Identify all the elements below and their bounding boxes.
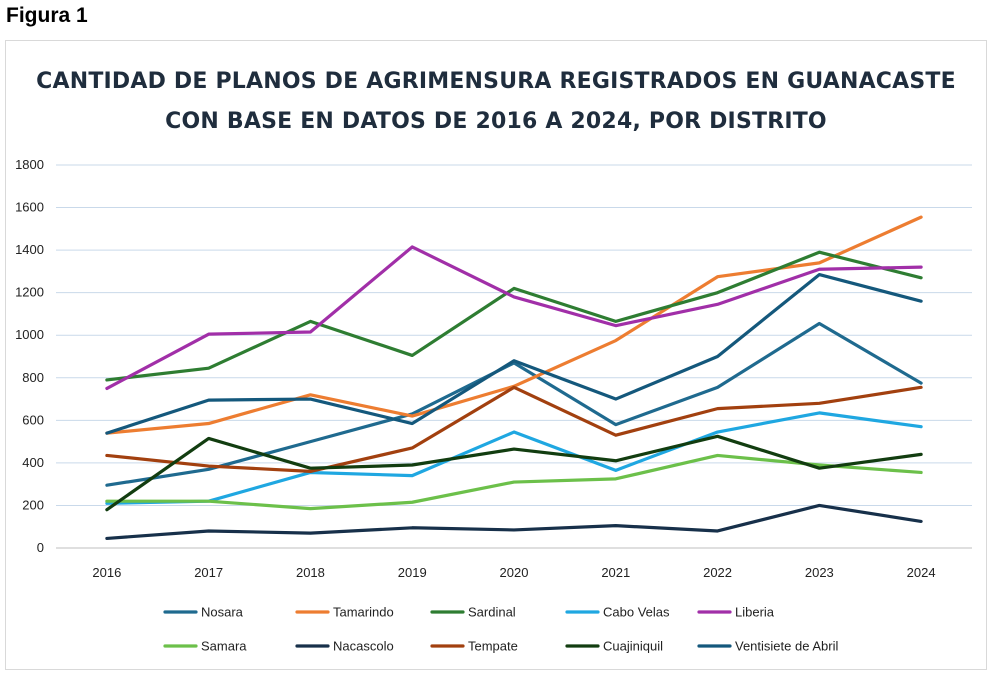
- legend-label: Tamarindo: [333, 605, 394, 620]
- series-line-cabo-velas: [105, 411, 923, 505]
- figure-label: Figura 1: [6, 4, 88, 27]
- series-line-nacascolo: [105, 503, 923, 541]
- x-tick-label: 2017: [194, 565, 223, 580]
- axes: 0 200 400 600 800 1000 1200 1400 1600 1800 2016 201…: [15, 157, 972, 580]
- x-tick-label: 2020: [500, 565, 529, 580]
- series-line-liberia: [105, 245, 923, 391]
- legend-item-ventisiete-de-abril: Ventisiete de Abril: [697, 639, 838, 654]
- series-lines: [105, 215, 923, 541]
- y-tick-label: 1600: [15, 200, 44, 215]
- legend-item-sardinal: Sardinal: [430, 605, 516, 620]
- legend-item-nosara: Nosara: [163, 605, 244, 620]
- x-tick-label: 2021: [601, 565, 630, 580]
- chart-title-line-2: CON BASE EN DATOS DE 2016 A 2024, POR DI…: [165, 109, 827, 134]
- y-tick-label: 800: [22, 370, 44, 385]
- legend-item-tempate: Tempate: [430, 639, 518, 654]
- legend-item-cabo-velas: Cabo Velas: [565, 605, 670, 620]
- legend-item-samara: Samara: [163, 639, 247, 654]
- series-line-ventisiete-de-abril: [105, 272, 923, 435]
- series-line-nosara: [105, 321, 923, 487]
- legend-label: Sardinal: [468, 605, 516, 620]
- y-tick-label: 1800: [15, 157, 44, 172]
- legend-item-liberia: Liberia: [697, 605, 775, 620]
- gridlines: [56, 164, 972, 506]
- legend-label: Samara: [201, 639, 247, 654]
- series-line-sardinal: [105, 250, 923, 382]
- y-tick-label: 200: [22, 497, 44, 512]
- x-tick-label: 2016: [92, 565, 121, 580]
- legend-item-tamarindo: Tamarindo: [295, 605, 394, 620]
- y-tick-label: 1000: [15, 327, 44, 342]
- legend-item-nacascolo: Nacascolo: [295, 639, 394, 654]
- series-line-cuajiniquil: [105, 434, 923, 512]
- chart-title-line-1: CANTIDAD DE PLANOS DE AGRIMENSURA REGIST…: [36, 69, 956, 94]
- y-tick-label: 0: [37, 540, 44, 555]
- legend-label: Liberia: [735, 605, 775, 620]
- series-line-samara: [105, 453, 923, 511]
- y-tick-label: 1200: [15, 285, 44, 300]
- legend-label: Ventisiete de Abril: [735, 639, 838, 654]
- series-line-tempate: [105, 385, 923, 473]
- x-tick-label: 2023: [805, 565, 834, 580]
- y-tick-label: 600: [22, 412, 44, 427]
- x-tick-label: 2019: [398, 565, 427, 580]
- legend-label: Tempate: [468, 639, 518, 654]
- x-tick-label: 2022: [703, 565, 732, 580]
- x-tick-label: 2024: [907, 565, 936, 580]
- legend-label: Cuajiniquil: [603, 639, 663, 654]
- legend: Nosara Tamarindo Sardinal Cabo Velas Liberia…: [163, 605, 838, 654]
- legend-label: Cabo Velas: [603, 605, 670, 620]
- legend-label: Nacascolo: [333, 639, 394, 654]
- y-tick-label: 1400: [15, 242, 44, 257]
- y-tick-label: 400: [22, 455, 44, 470]
- legend-item-cuajiniquil: Cuajiniquil: [565, 639, 663, 654]
- x-tick-label: 2018: [296, 565, 325, 580]
- legend-label: Nosara: [201, 605, 244, 620]
